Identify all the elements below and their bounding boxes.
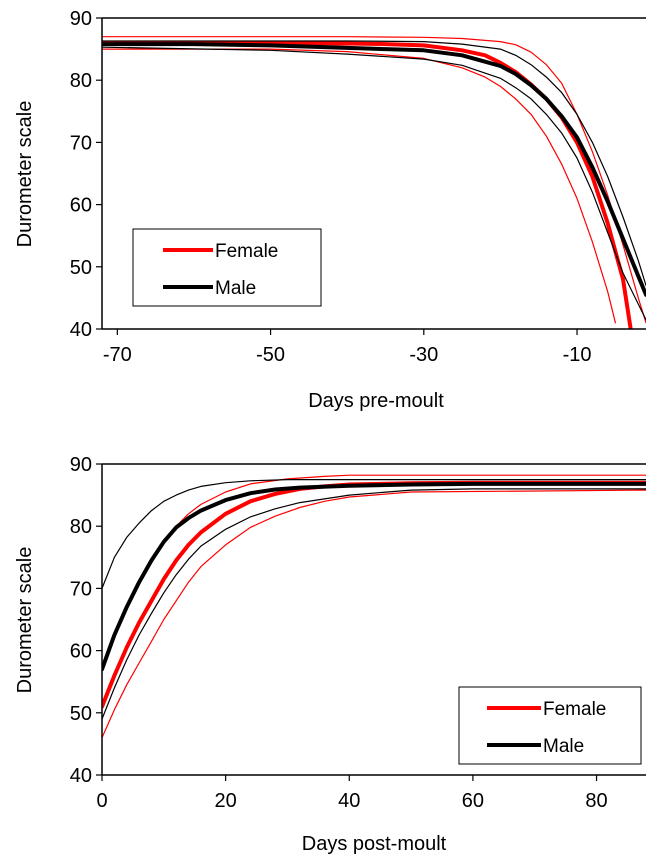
series-line-female bbox=[102, 40, 633, 329]
y-axis-title: Durometer scale bbox=[14, 547, 36, 694]
legend-label-male: Male bbox=[215, 278, 256, 299]
y-tick-label: 90 bbox=[70, 454, 92, 476]
x-tick-label: 20 bbox=[215, 790, 237, 812]
x-tick-label: -70 bbox=[103, 344, 132, 366]
legend-box bbox=[458, 686, 642, 765]
series-layer bbox=[102, 474, 646, 739]
chart-pre-moult: 40 50 60 70 80 90 -70 -50 -30 -10 Durometer scale… bbox=[14, 8, 646, 412]
series-line-male bbox=[102, 481, 646, 672]
y-tick-label: 60 bbox=[70, 195, 92, 217]
y-tick-label: 90 bbox=[70, 8, 92, 30]
series-line-male-upper bbox=[102, 40, 646, 287]
y-tick-label: 40 bbox=[70, 319, 92, 341]
series-line-male-upper bbox=[102, 479, 646, 589]
y-axis-title: Durometer scale bbox=[14, 101, 36, 248]
y-tick-label: 80 bbox=[70, 516, 92, 538]
legend-label-male: Male bbox=[543, 736, 584, 757]
x-tick-label: -30 bbox=[409, 344, 438, 366]
x-tick-label: 0 bbox=[96, 790, 107, 812]
y-tick-label: 50 bbox=[70, 257, 92, 279]
series-line-male bbox=[102, 42, 646, 297]
series-line-male-lower bbox=[102, 46, 646, 321]
x-tick-label: 80 bbox=[585, 790, 607, 812]
legend-box bbox=[132, 228, 322, 307]
y-tick-label: 70 bbox=[70, 132, 92, 154]
x-axis-title: Days pre-moult bbox=[308, 390, 444, 412]
x-tick-label: -50 bbox=[256, 344, 285, 366]
series-layer bbox=[102, 36, 646, 329]
ticks-layer: 40 50 60 70 80 90 0 20 40 60 80 bbox=[70, 454, 608, 812]
x-tick-label: 60 bbox=[462, 790, 484, 812]
chart-post-moult: 40 50 60 70 80 90 0 20 40 60 80 Durometer scale Da… bbox=[14, 454, 646, 855]
series-line-male-lower bbox=[102, 488, 646, 720]
legend-label-female: Female bbox=[215, 241, 278, 262]
legend: Female Male bbox=[458, 686, 642, 765]
ticks-layer: 40 50 60 70 80 90 -70 -50 -30 -10 bbox=[70, 8, 592, 366]
series-line-female-lower bbox=[102, 48, 616, 324]
y-tick-label: 80 bbox=[70, 70, 92, 92]
y-tick-label: 60 bbox=[70, 641, 92, 663]
x-tick-label: -10 bbox=[563, 344, 592, 366]
series-line-female-lower bbox=[102, 489, 646, 739]
y-tick-label: 70 bbox=[70, 578, 92, 600]
y-tick-label: 40 bbox=[70, 765, 92, 787]
legend: Female Male bbox=[132, 228, 322, 307]
legend-label-female: Female bbox=[543, 699, 606, 720]
y-tick-label: 50 bbox=[70, 703, 92, 725]
x-axis-title: Days post-moult bbox=[302, 833, 447, 855]
x-tick-label: 40 bbox=[338, 790, 360, 812]
